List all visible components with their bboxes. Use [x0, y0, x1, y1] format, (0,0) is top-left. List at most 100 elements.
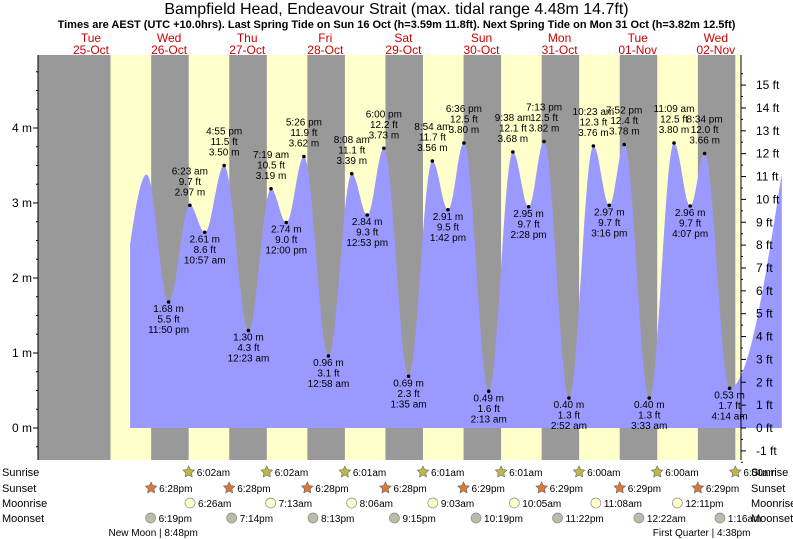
tide-extreme-label: 2:28 pm — [511, 230, 547, 241]
tide-extreme-label: 1.6 ft — [478, 404, 500, 415]
tide-extreme-label: 3:33 am — [631, 421, 667, 432]
tide-extreme-label: 0.40 m — [634, 400, 665, 411]
moonrise-time: 10:05am — [522, 499, 561, 510]
right-axis-tick-label: 2 ft — [756, 375, 773, 389]
right-axis-tick-label: 1 ft — [756, 398, 773, 412]
date-label: 02-Nov — [696, 43, 735, 57]
tide-extreme-label: 8:54 am — [414, 122, 450, 133]
tide-extreme-label: 9.7 ft — [679, 219, 701, 230]
tide-extreme-label: 12.2 ft — [370, 120, 398, 131]
right-axis-tick-label: 11 ft — [756, 170, 779, 184]
tide-extreme-label: 4:14 am — [712, 411, 748, 422]
tide-extreme-label: 1.68 m — [153, 304, 184, 315]
right-axis-tick-label: 15 ft — [756, 78, 780, 92]
tide-extreme-point — [188, 203, 192, 208]
sunrise-time: 6:02am — [275, 468, 308, 479]
tide-extreme-label: 11:09 am — [654, 104, 695, 115]
date-label: 25-Oct — [73, 43, 110, 57]
moonrise-time: 11:08am — [604, 499, 642, 510]
sunrise-icon — [182, 465, 196, 478]
tide-extreme-point — [246, 328, 251, 333]
tide-extreme-point — [486, 389, 491, 394]
tide-extreme-label: 3.39 m — [336, 156, 367, 167]
sunset-time: 6:28pm — [393, 484, 426, 495]
tide-extreme-point — [702, 151, 707, 156]
tide-extreme-label: 2.95 m — [513, 209, 544, 220]
moonset-icon — [145, 512, 156, 524]
tide-extreme-label: 3.62 m — [289, 139, 320, 150]
sunrise-icon — [494, 465, 508, 478]
sunset-icon — [613, 481, 627, 494]
left-axis-tick-label: 3 m — [12, 196, 32, 210]
tide-extreme-point — [222, 163, 226, 168]
row-label-right-moonset: Moonset — [751, 513, 793, 525]
day-of-week-label: Mon — [548, 31, 571, 45]
right-axis-tick-label: 3 ft — [756, 352, 773, 366]
row-label-left-moonset: Moonset — [2, 513, 44, 525]
tide-extreme-label: 3:16 pm — [591, 228, 627, 239]
tide-extreme-label: 2.84 m — [352, 217, 383, 228]
tide-extreme-label: 2.91 m — [433, 212, 464, 223]
row-label-right-sunrise: Sunrise — [751, 467, 788, 479]
right-axis-tick-label: 8 ft — [756, 238, 773, 252]
tide-extreme-label: 6:00 pm — [366, 109, 402, 120]
tide-extreme-label: 11:50 pm — [148, 325, 189, 336]
tide-extreme-point — [446, 207, 450, 212]
sunset-time: 6:29pm — [550, 484, 583, 495]
right-axis-tick-label: 5 ft — [756, 307, 773, 321]
sunset-time: 6:28pm — [159, 484, 192, 495]
tide-extreme-point — [542, 139, 546, 144]
moonset-icon — [714, 512, 726, 524]
day-of-week-label: Tue — [81, 31, 102, 45]
sunrise-icon — [416, 465, 430, 478]
tide-extreme-label: 1.30 m — [233, 333, 264, 344]
tide-extreme-label: 3.73 m — [369, 130, 400, 141]
sunrise-icon — [572, 465, 586, 478]
right-axis-tick-label: 10 ft — [756, 192, 780, 206]
sunset-icon — [300, 481, 314, 494]
tide-extreme-label: 0.69 m — [393, 378, 424, 389]
tide-extreme-label: 3.1 ft — [317, 369, 339, 380]
right-axis-tick-label: 9 ft — [756, 215, 773, 229]
right-axis-tick-label: -1 ft — [756, 444, 777, 458]
tide-extreme-label: 0.49 m — [473, 393, 504, 404]
tide-extreme-label: 1:35 am — [390, 399, 426, 410]
tide-extreme-label: 0.40 m — [554, 400, 585, 411]
sunrise-icon — [728, 465, 742, 478]
tide-extreme-label: 10.5 ft — [257, 160, 285, 171]
sunrise-time: 6:00am — [743, 468, 776, 479]
tide-extreme-label: 12.3 ft — [579, 118, 607, 129]
tide-extreme-label: 8:08 am — [334, 135, 370, 146]
date-label: 01-Nov — [618, 43, 657, 57]
tide-extreme-label: 2:52 am — [551, 421, 587, 432]
row-label-right-sunset: Sunset — [751, 483, 785, 495]
tide-extreme-label: 10:57 am — [184, 255, 226, 266]
tide-extreme-label: 9.5 ft — [437, 222, 459, 233]
tide-extreme-point — [591, 144, 596, 148]
day-of-week-label: Thu — [237, 31, 258, 45]
tide-extreme-point — [430, 159, 435, 163]
tide-extreme-label: 12:00 pm — [265, 246, 307, 257]
tide-extreme-label: 9.7 ft — [517, 219, 539, 230]
date-label: 29-Oct — [385, 43, 422, 57]
tide-extreme-label: 9.7 ft — [598, 218, 620, 229]
moonrise-icon — [671, 497, 683, 509]
day-of-week-label: Wed — [157, 31, 181, 45]
tide-extreme-label: 9:38 am — [495, 113, 531, 124]
moonrise-icon — [265, 497, 277, 509]
day-of-week-label: Sat — [394, 31, 413, 45]
sunrise-icon — [338, 465, 352, 478]
moonset-time: 7:14pm — [240, 514, 273, 525]
row-label-left-sunrise: Sunrise — [2, 467, 39, 479]
tide-extreme-label: 7:52 pm — [606, 106, 642, 117]
moonrise-icon — [184, 497, 196, 509]
sunset-time: 6:29pm — [472, 484, 505, 495]
moonrise-time: 12:11pm — [685, 499, 723, 510]
moonrise-icon — [508, 497, 520, 509]
sunset-icon — [379, 481, 392, 494]
tide-extreme-label: 12:23 am — [228, 354, 270, 365]
tide-extreme-point — [567, 396, 571, 400]
moonset-icon — [307, 512, 319, 524]
tide-extreme-label: 3.66 m — [689, 136, 720, 147]
tide-extreme-point — [406, 374, 411, 379]
